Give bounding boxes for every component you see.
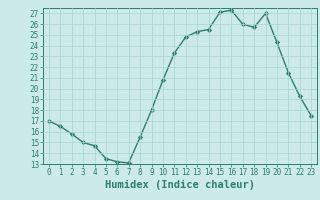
X-axis label: Humidex (Indice chaleur): Humidex (Indice chaleur) xyxy=(105,180,255,190)
